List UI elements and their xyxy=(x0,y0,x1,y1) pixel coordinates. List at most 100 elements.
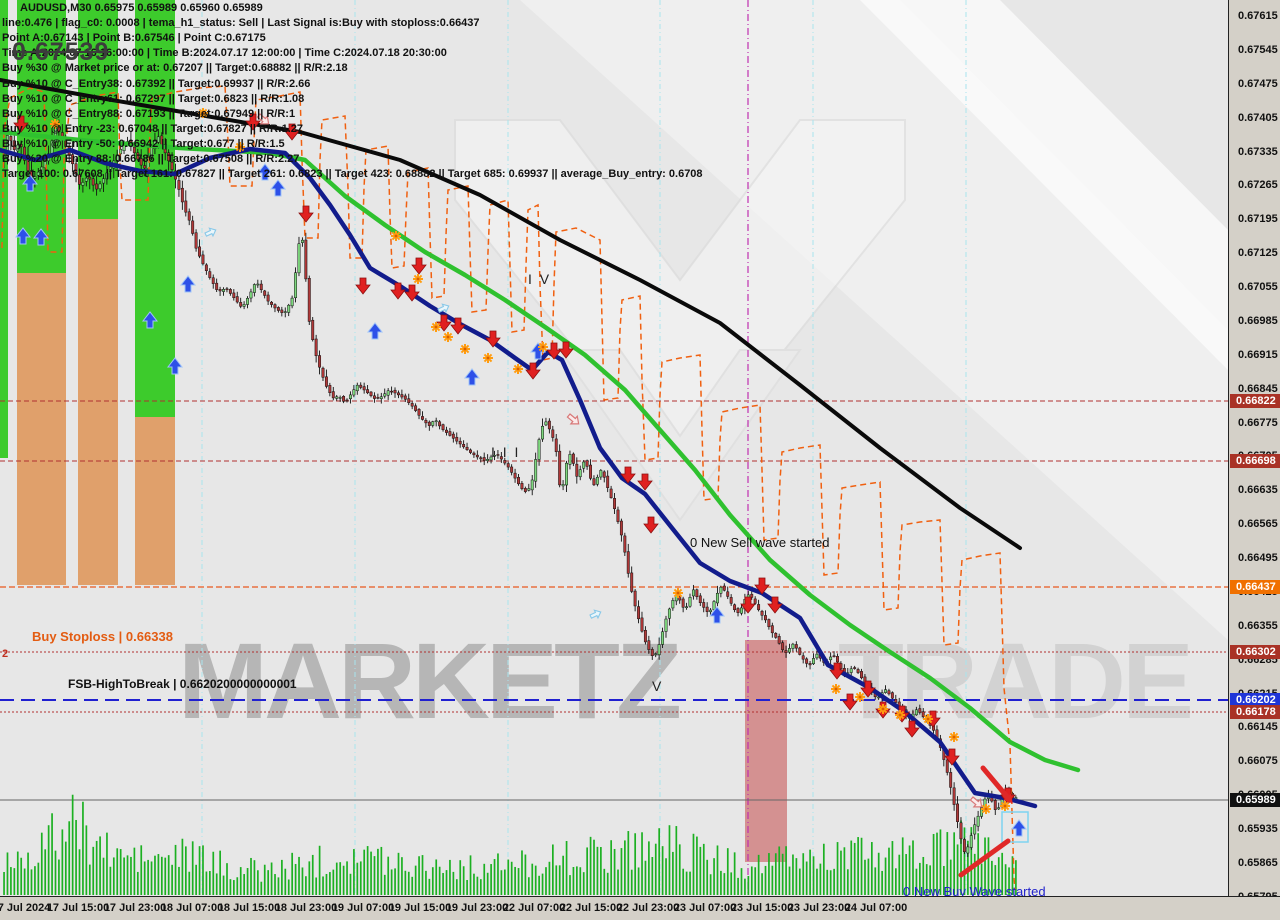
price-tick-label: 0.66635 xyxy=(1238,484,1278,497)
trend-line[interactable] xyxy=(958,838,1011,878)
candle-bull xyxy=(966,846,970,854)
watermark-red-block xyxy=(745,640,787,862)
star-icon xyxy=(878,704,888,714)
candle-bear xyxy=(95,183,99,190)
volume-bar xyxy=(171,864,173,895)
candle-bear xyxy=(438,421,442,427)
volume-bar xyxy=(212,851,215,895)
time-tick-label: 18 Jul 23:00 xyxy=(274,902,338,914)
volume-bar xyxy=(781,853,784,895)
candle-bull xyxy=(671,600,675,609)
volume-bar xyxy=(943,865,945,895)
volume-bar xyxy=(737,877,739,895)
candle-bear xyxy=(448,431,452,436)
volume-bar xyxy=(215,873,218,895)
volume-bar xyxy=(164,857,167,895)
sell-arrow-icon xyxy=(620,466,636,484)
candle-bull xyxy=(156,136,160,143)
candle-bear xyxy=(695,589,699,597)
volume-bar xyxy=(771,865,774,895)
volume-bar xyxy=(534,865,537,895)
candle-bull xyxy=(884,689,887,693)
candle-bear xyxy=(729,597,733,604)
candle-bear xyxy=(499,456,503,460)
sell-arrow-icon xyxy=(637,473,653,491)
candle-bull xyxy=(493,455,496,457)
candle-bear xyxy=(451,433,455,439)
volume-bar xyxy=(541,873,544,895)
candle-bear xyxy=(276,307,280,311)
volume-bar xyxy=(661,846,664,895)
candle-bear xyxy=(331,391,335,399)
volume-bar xyxy=(702,843,705,895)
volume-bar xyxy=(479,879,482,895)
candle-bear xyxy=(132,146,136,154)
volume-bar xyxy=(744,878,746,895)
star-icon xyxy=(673,588,683,598)
volume-bar xyxy=(805,861,808,895)
volume-bar xyxy=(390,869,393,895)
candle-bull xyxy=(691,589,695,597)
volume-bar xyxy=(524,854,527,895)
price-badge: 0.66698 xyxy=(1230,454,1280,468)
volume-bar xyxy=(1015,860,1017,895)
sell-arrow-icon xyxy=(485,330,501,348)
candle-bear xyxy=(167,152,171,162)
volume-bar xyxy=(514,866,516,895)
volume-bar xyxy=(287,879,290,895)
sell-arrow-icon xyxy=(558,341,574,359)
volume-bar xyxy=(418,856,420,895)
price-axis[interactable]: 0.67615 0.67545 0.67475 0.67405 0.67335 0.672… xyxy=(1228,0,1280,903)
volume-bar xyxy=(27,852,29,895)
indicator-info-line: Buy %10 @ C_Entry38: 0.67392 || Target:0… xyxy=(2,77,311,90)
star-icon xyxy=(831,684,841,694)
volume-bar xyxy=(54,850,57,895)
volume-bar xyxy=(980,863,983,895)
candle-bull xyxy=(105,172,109,180)
candle-bear xyxy=(417,409,421,416)
annotation-buy-stoploss: Buy Stoploss | 0.66338 xyxy=(32,629,173,644)
volume-bar xyxy=(624,840,626,895)
candle-bull xyxy=(578,469,582,478)
candle-bull xyxy=(815,653,819,659)
watermark-brand2: TRADE xyxy=(838,620,1190,741)
volume-bar xyxy=(1008,867,1010,895)
volume-bar xyxy=(572,867,575,895)
volume-bar xyxy=(47,825,50,895)
volume-bar xyxy=(294,863,297,895)
volume-bar xyxy=(452,871,455,895)
volume-bar xyxy=(260,881,263,895)
candle-bear xyxy=(764,615,767,621)
buy-arrow-icon xyxy=(14,227,32,245)
volume-bar xyxy=(846,869,849,895)
volume-bar xyxy=(243,874,245,895)
price-badge: 0.66437 xyxy=(1230,580,1280,594)
sell-arrow-icon xyxy=(284,123,300,141)
price-badge: 0.66302 xyxy=(1230,645,1280,659)
volume-bar xyxy=(627,831,630,895)
volume-bar xyxy=(136,871,139,895)
volume-bar xyxy=(936,832,938,895)
candle-bear xyxy=(798,647,802,655)
volume-bar xyxy=(222,875,225,895)
time-tick-label: 19 Jul 23:00 xyxy=(445,902,509,914)
volume-bar xyxy=(421,855,424,895)
time-tick-label: 23 Jul 15:00 xyxy=(730,902,794,914)
trend-line[interactable] xyxy=(980,765,1012,802)
candle-bull xyxy=(249,291,253,299)
sell-arrow-icon xyxy=(13,115,29,133)
candle-bear xyxy=(400,394,404,398)
candle-bull xyxy=(537,439,541,460)
time-tick-label: 19 Jul 15:00 xyxy=(388,902,452,914)
candle-bear xyxy=(606,475,610,488)
volume-bar xyxy=(486,872,489,895)
candle-bull xyxy=(530,479,534,491)
sell-arrow-icon xyxy=(754,577,770,595)
star-icon xyxy=(923,714,933,724)
volume-bar xyxy=(922,856,925,895)
time-tick-label: 23 Jul 23:00 xyxy=(787,902,851,914)
volume-bar xyxy=(123,857,125,895)
candle-bull xyxy=(242,304,246,307)
